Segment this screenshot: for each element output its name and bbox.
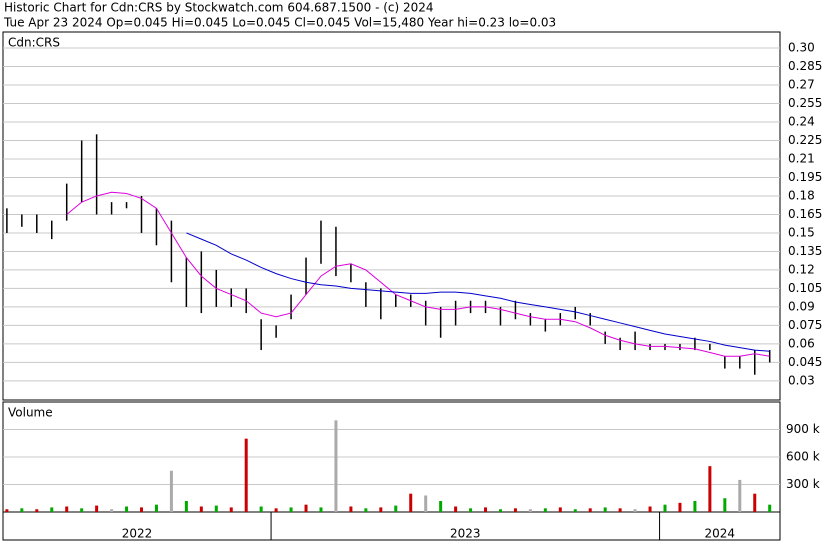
symbol-label: Cdn:CRS bbox=[8, 36, 60, 50]
y-tick-label: 0.03 bbox=[788, 373, 815, 387]
moving-average bbox=[66, 191, 770, 357]
y-tick-label: 0.12 bbox=[788, 262, 815, 276]
y-tick-label: 0.225 bbox=[788, 133, 822, 147]
volume-bar bbox=[244, 438, 248, 512]
volume-bar bbox=[229, 507, 233, 512]
volume-bar bbox=[289, 507, 293, 512]
volume-bar bbox=[738, 479, 742, 512]
price-panel bbox=[2, 31, 781, 401]
volume-bar bbox=[498, 509, 502, 512]
chart-subtitle: Tue Apr 23 2024 Op=0.045 Hi=0.045 Lo=0.0… bbox=[3, 16, 556, 30]
volume-bar bbox=[648, 506, 652, 512]
volume-bar bbox=[484, 507, 488, 512]
volume-bar bbox=[35, 509, 39, 512]
volume-bar bbox=[20, 508, 24, 512]
volume-bar bbox=[319, 507, 323, 512]
y-tick-label: 0.21 bbox=[788, 151, 815, 165]
y-tick-label: 0.15 bbox=[788, 225, 815, 239]
volume-bar bbox=[633, 509, 637, 512]
volume-bar bbox=[169, 470, 173, 512]
volume-bar bbox=[5, 509, 9, 512]
volume-bar bbox=[768, 504, 772, 512]
volume-bar bbox=[184, 501, 188, 512]
volume-bar bbox=[528, 509, 532, 512]
volume-bar bbox=[424, 495, 428, 512]
volume-bar bbox=[334, 420, 338, 512]
y-tick-label: 0.075 bbox=[788, 318, 822, 332]
volume-bar bbox=[513, 508, 517, 512]
volume-bar bbox=[95, 505, 99, 512]
date-strip bbox=[2, 511, 781, 541]
volume-bar bbox=[349, 506, 353, 512]
volume-bar bbox=[125, 506, 129, 512]
volume-bar bbox=[753, 493, 757, 512]
x-tick-label: 2022 bbox=[122, 527, 153, 541]
volume-bar bbox=[140, 507, 144, 512]
volume-bar bbox=[110, 509, 114, 512]
y-tick-label: 0.24 bbox=[788, 114, 815, 128]
volume-label: Volume bbox=[8, 406, 53, 420]
volume-bar bbox=[379, 507, 383, 512]
volume-bar bbox=[199, 506, 203, 512]
volume-bar bbox=[588, 508, 592, 512]
volume-bar bbox=[214, 505, 218, 512]
volume-bar bbox=[259, 506, 263, 512]
volume-bar bbox=[364, 508, 368, 512]
x-tick-label: 2023 bbox=[450, 527, 481, 541]
volume-bar bbox=[663, 504, 667, 512]
volume-bar bbox=[469, 508, 473, 512]
y-tick-label: 0.285 bbox=[788, 59, 822, 73]
volume-bar bbox=[573, 509, 577, 512]
volume-bar bbox=[618, 508, 622, 512]
volume-tick-label: 600 k bbox=[786, 450, 820, 464]
volume-bar bbox=[304, 504, 308, 512]
volume-bar bbox=[693, 501, 697, 512]
y-tick-label: 0.135 bbox=[788, 244, 822, 258]
volume-bar bbox=[603, 507, 607, 512]
volume-bar bbox=[558, 507, 562, 512]
volume-bar bbox=[394, 505, 398, 512]
volume-bar bbox=[454, 506, 458, 512]
volume-bar bbox=[154, 504, 158, 512]
volume-tick-label: 900 k bbox=[786, 422, 820, 436]
volume-bar bbox=[439, 501, 443, 512]
volume-bar bbox=[274, 508, 278, 512]
moving-average bbox=[186, 232, 770, 352]
volume-bar bbox=[543, 508, 547, 512]
volume-bar bbox=[409, 493, 413, 512]
volume-tick-label: 300 k bbox=[786, 477, 820, 491]
y-tick-label: 0.105 bbox=[788, 281, 822, 295]
volume-bar bbox=[50, 507, 54, 512]
y-tick-label: 0.30 bbox=[788, 41, 815, 55]
y-tick-label: 0.18 bbox=[788, 188, 815, 202]
x-tick-label: 2024 bbox=[705, 527, 736, 541]
volume-bar bbox=[65, 506, 69, 512]
volume-bar bbox=[678, 502, 682, 512]
chart-title: Historic Chart for Cdn:CRS by Stockwatch… bbox=[4, 1, 434, 15]
volume-bar bbox=[80, 508, 84, 512]
y-tick-label: 0.27 bbox=[788, 78, 815, 92]
y-tick-label: 0.09 bbox=[788, 299, 815, 313]
y-tick-label: 0.195 bbox=[788, 170, 822, 184]
y-tick-label: 0.045 bbox=[788, 355, 822, 369]
volume-bar bbox=[708, 466, 712, 512]
y-tick-label: 0.255 bbox=[788, 96, 822, 110]
volume-bar bbox=[723, 498, 727, 512]
y-tick-label: 0.165 bbox=[788, 207, 822, 221]
y-tick-label: 0.06 bbox=[788, 336, 815, 350]
